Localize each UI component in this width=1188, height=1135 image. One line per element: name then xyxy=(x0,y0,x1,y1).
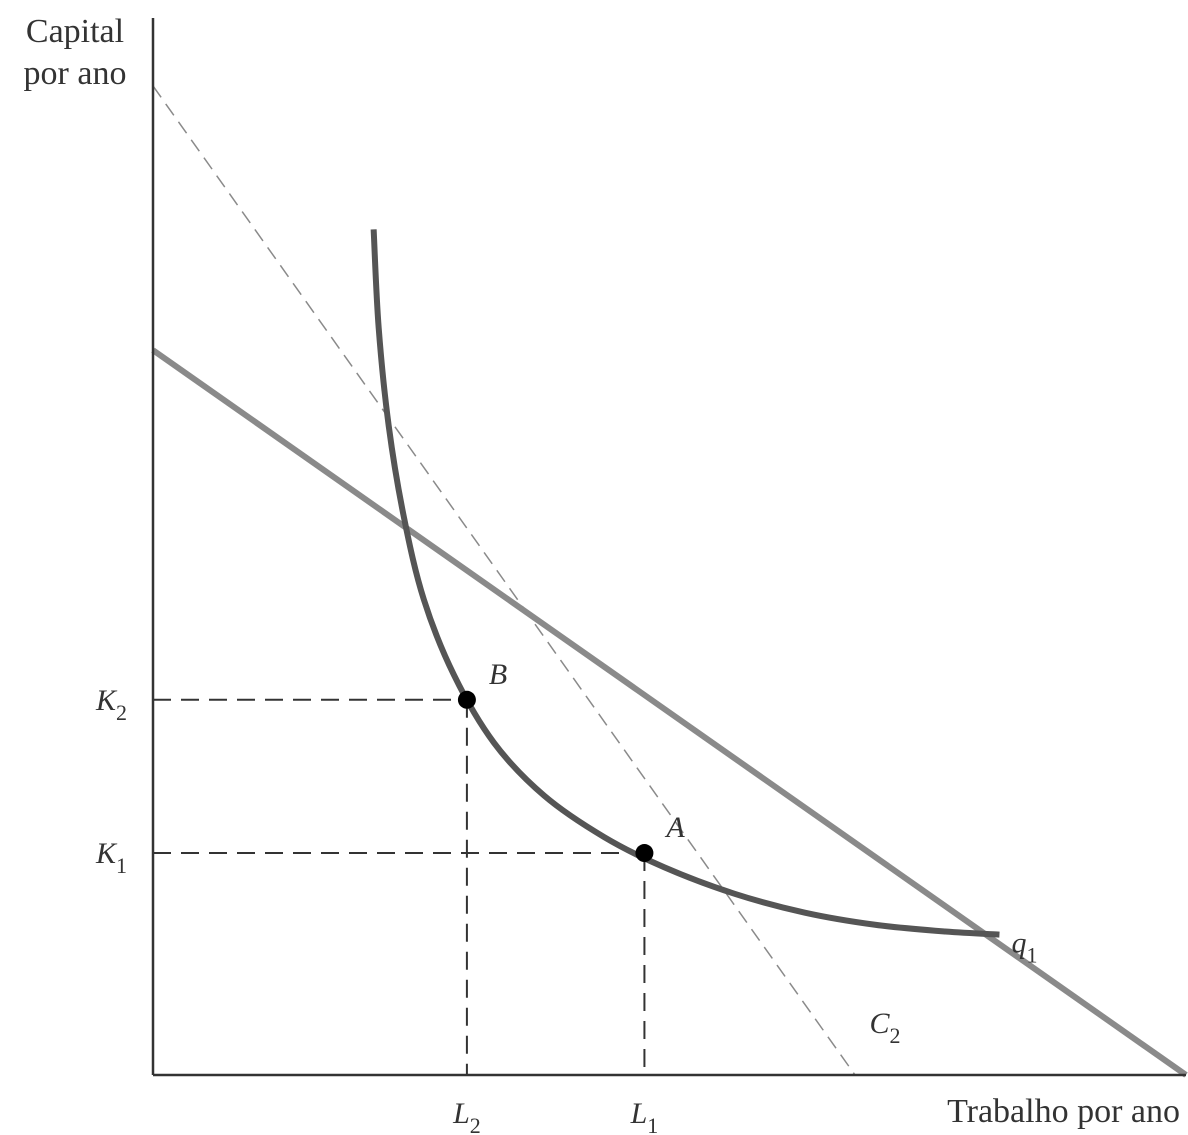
isocost-lines xyxy=(151,85,1188,1078)
y-tick-k1-main: K xyxy=(95,837,118,870)
isocost-label-c2: C2 xyxy=(870,1007,901,1048)
y-tick-k1-subscript: 1 xyxy=(116,853,127,878)
y-axis-title-line2: por ano xyxy=(24,55,127,92)
isoquant-curve-q1 xyxy=(370,229,1000,938)
y-axis-title-line1: Capital xyxy=(26,13,124,50)
isoquant-curve-group xyxy=(370,229,1000,938)
isocost-line-c1 xyxy=(151,347,1188,1078)
x-tick-l2-main: L xyxy=(452,1097,470,1130)
point-label-a: A xyxy=(664,811,685,844)
chart-labels: C1C2q1AK1L1BK2L2 xyxy=(95,658,1037,1135)
x-tick-l2-subscript: 2 xyxy=(470,1113,481,1135)
x-tick-l2: L2 xyxy=(452,1097,481,1135)
y-tick-k2-main: K xyxy=(95,684,118,717)
point-label-b: B xyxy=(489,658,507,691)
isoquant-label-q1-main: q xyxy=(1011,927,1026,960)
point-a xyxy=(635,844,654,863)
isocost-label-c2-main: C xyxy=(870,1007,891,1040)
reference-guides xyxy=(153,698,646,1075)
x-tick-l1-main: L xyxy=(630,1097,648,1130)
tangency-points xyxy=(457,690,654,863)
isocost-label-c2-subscript: 2 xyxy=(890,1023,901,1048)
y-tick-k2-subscript: 2 xyxy=(116,700,127,725)
x-tick-l1: L1 xyxy=(630,1097,659,1135)
isocost-line-c2 xyxy=(152,85,856,1076)
x-tick-l1-subscript: 1 xyxy=(647,1113,658,1135)
point-b xyxy=(457,690,476,709)
y-tick-k2: K2 xyxy=(95,684,127,725)
isoquant-label-q1-subscript: 1 xyxy=(1026,943,1037,968)
isoquant-label-q1: q1 xyxy=(1011,927,1037,968)
y-tick-k1: K1 xyxy=(95,837,127,878)
x-axis-title: Trabalho por ano xyxy=(947,1093,1180,1130)
